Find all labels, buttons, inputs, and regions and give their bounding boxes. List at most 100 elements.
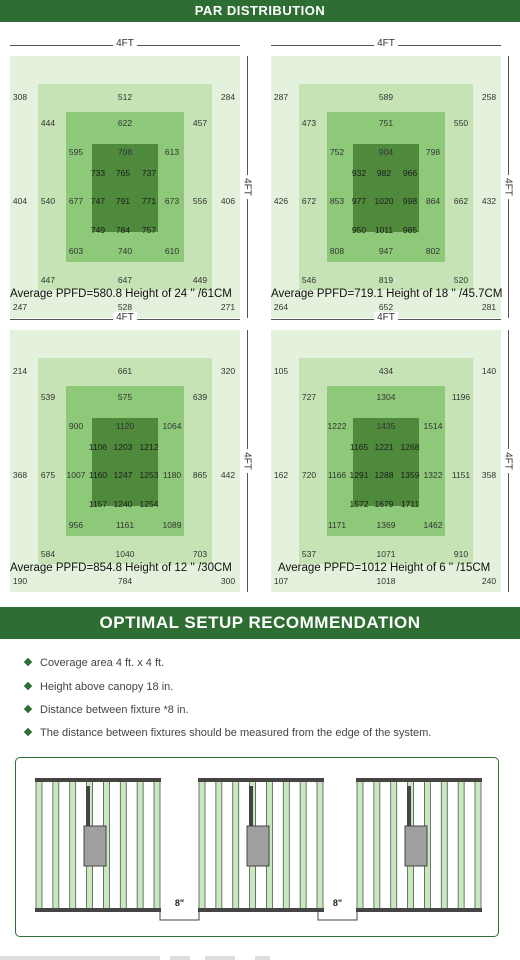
ppfd-core-value: 1288	[374, 470, 394, 480]
ppfd-value: 661	[117, 366, 133, 376]
recommendation-item: Coverage area 4 ft. x 4 ft.	[23, 657, 164, 669]
ppfd-value: 865	[192, 470, 208, 480]
ppfd-value: 308	[12, 92, 28, 102]
ppfd-value: 798	[425, 147, 441, 157]
fixture-frame-bottom	[35, 908, 161, 912]
ppfd-core-value: 1240	[113, 499, 133, 509]
led-bar	[136, 779, 144, 911]
ppfd-value: 1071	[376, 549, 396, 559]
ppfd-value: 652	[378, 302, 394, 312]
ppfd-value: 1369	[376, 520, 396, 530]
ppfd-value: 368	[12, 470, 28, 480]
ppfd-core-value: 1253	[139, 470, 159, 480]
ppfd-value: 281	[481, 302, 497, 312]
ppfd-value: 1089	[162, 520, 182, 530]
led-bar	[232, 779, 240, 911]
ppfd-value: 550	[453, 118, 469, 128]
ppfd-value: 447	[40, 275, 56, 285]
depth-dimension: 4FT	[240, 56, 254, 318]
setup-recommendation-header: OPTIMAL SETUP RECOMMENDATION	[0, 607, 520, 639]
recommendation-item: Height above canopy 18 in.	[23, 681, 173, 693]
ppfd-core-value: 1268	[400, 442, 420, 452]
ppfd-value: 610	[164, 246, 180, 256]
recommendation-item: Distance between fixture *8 in.	[23, 704, 189, 716]
ppfd-value: 190	[12, 576, 28, 586]
ppfd-value: 444	[40, 118, 56, 128]
ppfd-core-value: 733	[90, 168, 106, 178]
ppfd-core-value: 1359	[400, 470, 420, 480]
led-bar	[373, 779, 381, 911]
ppfd-core-value: 1291	[349, 470, 369, 480]
par-panel: 4FT 4FT 287 589 258 426 432 264 652 281 473 751 550 6…	[261, 38, 520, 318]
fixture-frame-bottom	[356, 908, 482, 912]
ppfd-value: 473	[301, 118, 317, 128]
width-dimension: 4FT	[10, 312, 240, 326]
ppfd-value: 910	[453, 549, 469, 559]
ppfd-value: 703	[192, 549, 208, 559]
ppfd-value: 358	[481, 470, 497, 480]
footer-strip	[170, 956, 190, 960]
ppfd-value: 1322	[423, 470, 443, 480]
ppfd-value: 864	[425, 196, 441, 206]
ppfd-value: 819	[378, 275, 394, 285]
ppfd-core-value: 998	[402, 196, 418, 206]
ppfd-core-value: 737	[141, 168, 157, 178]
ppfd-value: 956	[68, 520, 84, 530]
ppfd-value: 107	[273, 576, 289, 586]
led-bar	[153, 779, 161, 911]
ppfd-value: 662	[453, 196, 469, 206]
ppfd-core-value: 985	[402, 225, 418, 235]
ppfd-value: 595	[68, 147, 84, 157]
ppfd-value: 647	[117, 275, 133, 285]
fixture-frame-top	[198, 778, 324, 782]
ppfd-value: 1514	[423, 421, 443, 431]
led-bar	[390, 779, 398, 911]
ppfd-value: 751	[378, 118, 394, 128]
ppfd-value: 1007	[66, 470, 86, 480]
par-zone-core	[353, 418, 419, 506]
ppfd-core-value: 977	[351, 196, 367, 206]
ppfd-value: 512	[117, 92, 133, 102]
ppfd-value: 740	[117, 246, 133, 256]
panel-caption: Average PPFD=1012 Height of 6 '' /15CM	[278, 562, 491, 574]
ppfd-value: 1166	[327, 470, 347, 480]
ppfd-core-value: 932	[351, 168, 367, 178]
recommendation-item: The distance between fixtures should be …	[23, 727, 431, 739]
ppfd-core-value: 1160	[88, 470, 108, 480]
diamond-bullet-icon	[23, 681, 33, 691]
panel-caption: Average PPFD=854.8 Height of 12 '' /30CM	[10, 562, 232, 574]
ppfd-value: 537	[301, 549, 317, 559]
diamond-bullet-icon	[23, 727, 33, 737]
ppfd-value: 105	[273, 366, 289, 376]
ppfd-value: 434	[378, 366, 394, 376]
ppfd-value: 613	[164, 147, 180, 157]
ppfd-value: 320	[220, 366, 236, 376]
led-bar	[282, 779, 290, 911]
led-bar	[215, 779, 223, 911]
ppfd-value: 546	[301, 275, 317, 285]
ppfd-core-value: 1254	[139, 499, 159, 509]
fixture-frame-top	[356, 778, 482, 782]
ppfd-value: 1435	[376, 421, 396, 431]
diamond-bullet-icon	[23, 704, 33, 714]
ppfd-core-value: 1711	[400, 499, 420, 509]
ppfd-value: 284	[220, 92, 236, 102]
fixture-mount-rail	[407, 786, 411, 834]
spacing-measure-line	[159, 912, 200, 921]
led-bar	[356, 779, 364, 911]
ppfd-core-value: 1212	[139, 442, 159, 452]
ppfd-value: 457	[192, 118, 208, 128]
ppfd-value: 1120	[115, 421, 135, 431]
ppfd-value: 708	[117, 147, 133, 157]
ppfd-value: 442	[220, 470, 236, 480]
fixture-mount-rail	[86, 786, 90, 834]
ppfd-core-value: 765	[115, 168, 131, 178]
led-bar	[299, 779, 307, 911]
par-distribution-header: PAR DISTRIBUTION	[0, 0, 520, 22]
ppfd-value: 622	[117, 118, 133, 128]
fixture-spacing-svg: 8" 8"	[35, 778, 482, 921]
footer-strip	[255, 956, 270, 960]
ppfd-value: 904	[378, 147, 394, 157]
spacing-label: 8"	[175, 898, 184, 908]
ppfd-value: 675	[40, 470, 56, 480]
